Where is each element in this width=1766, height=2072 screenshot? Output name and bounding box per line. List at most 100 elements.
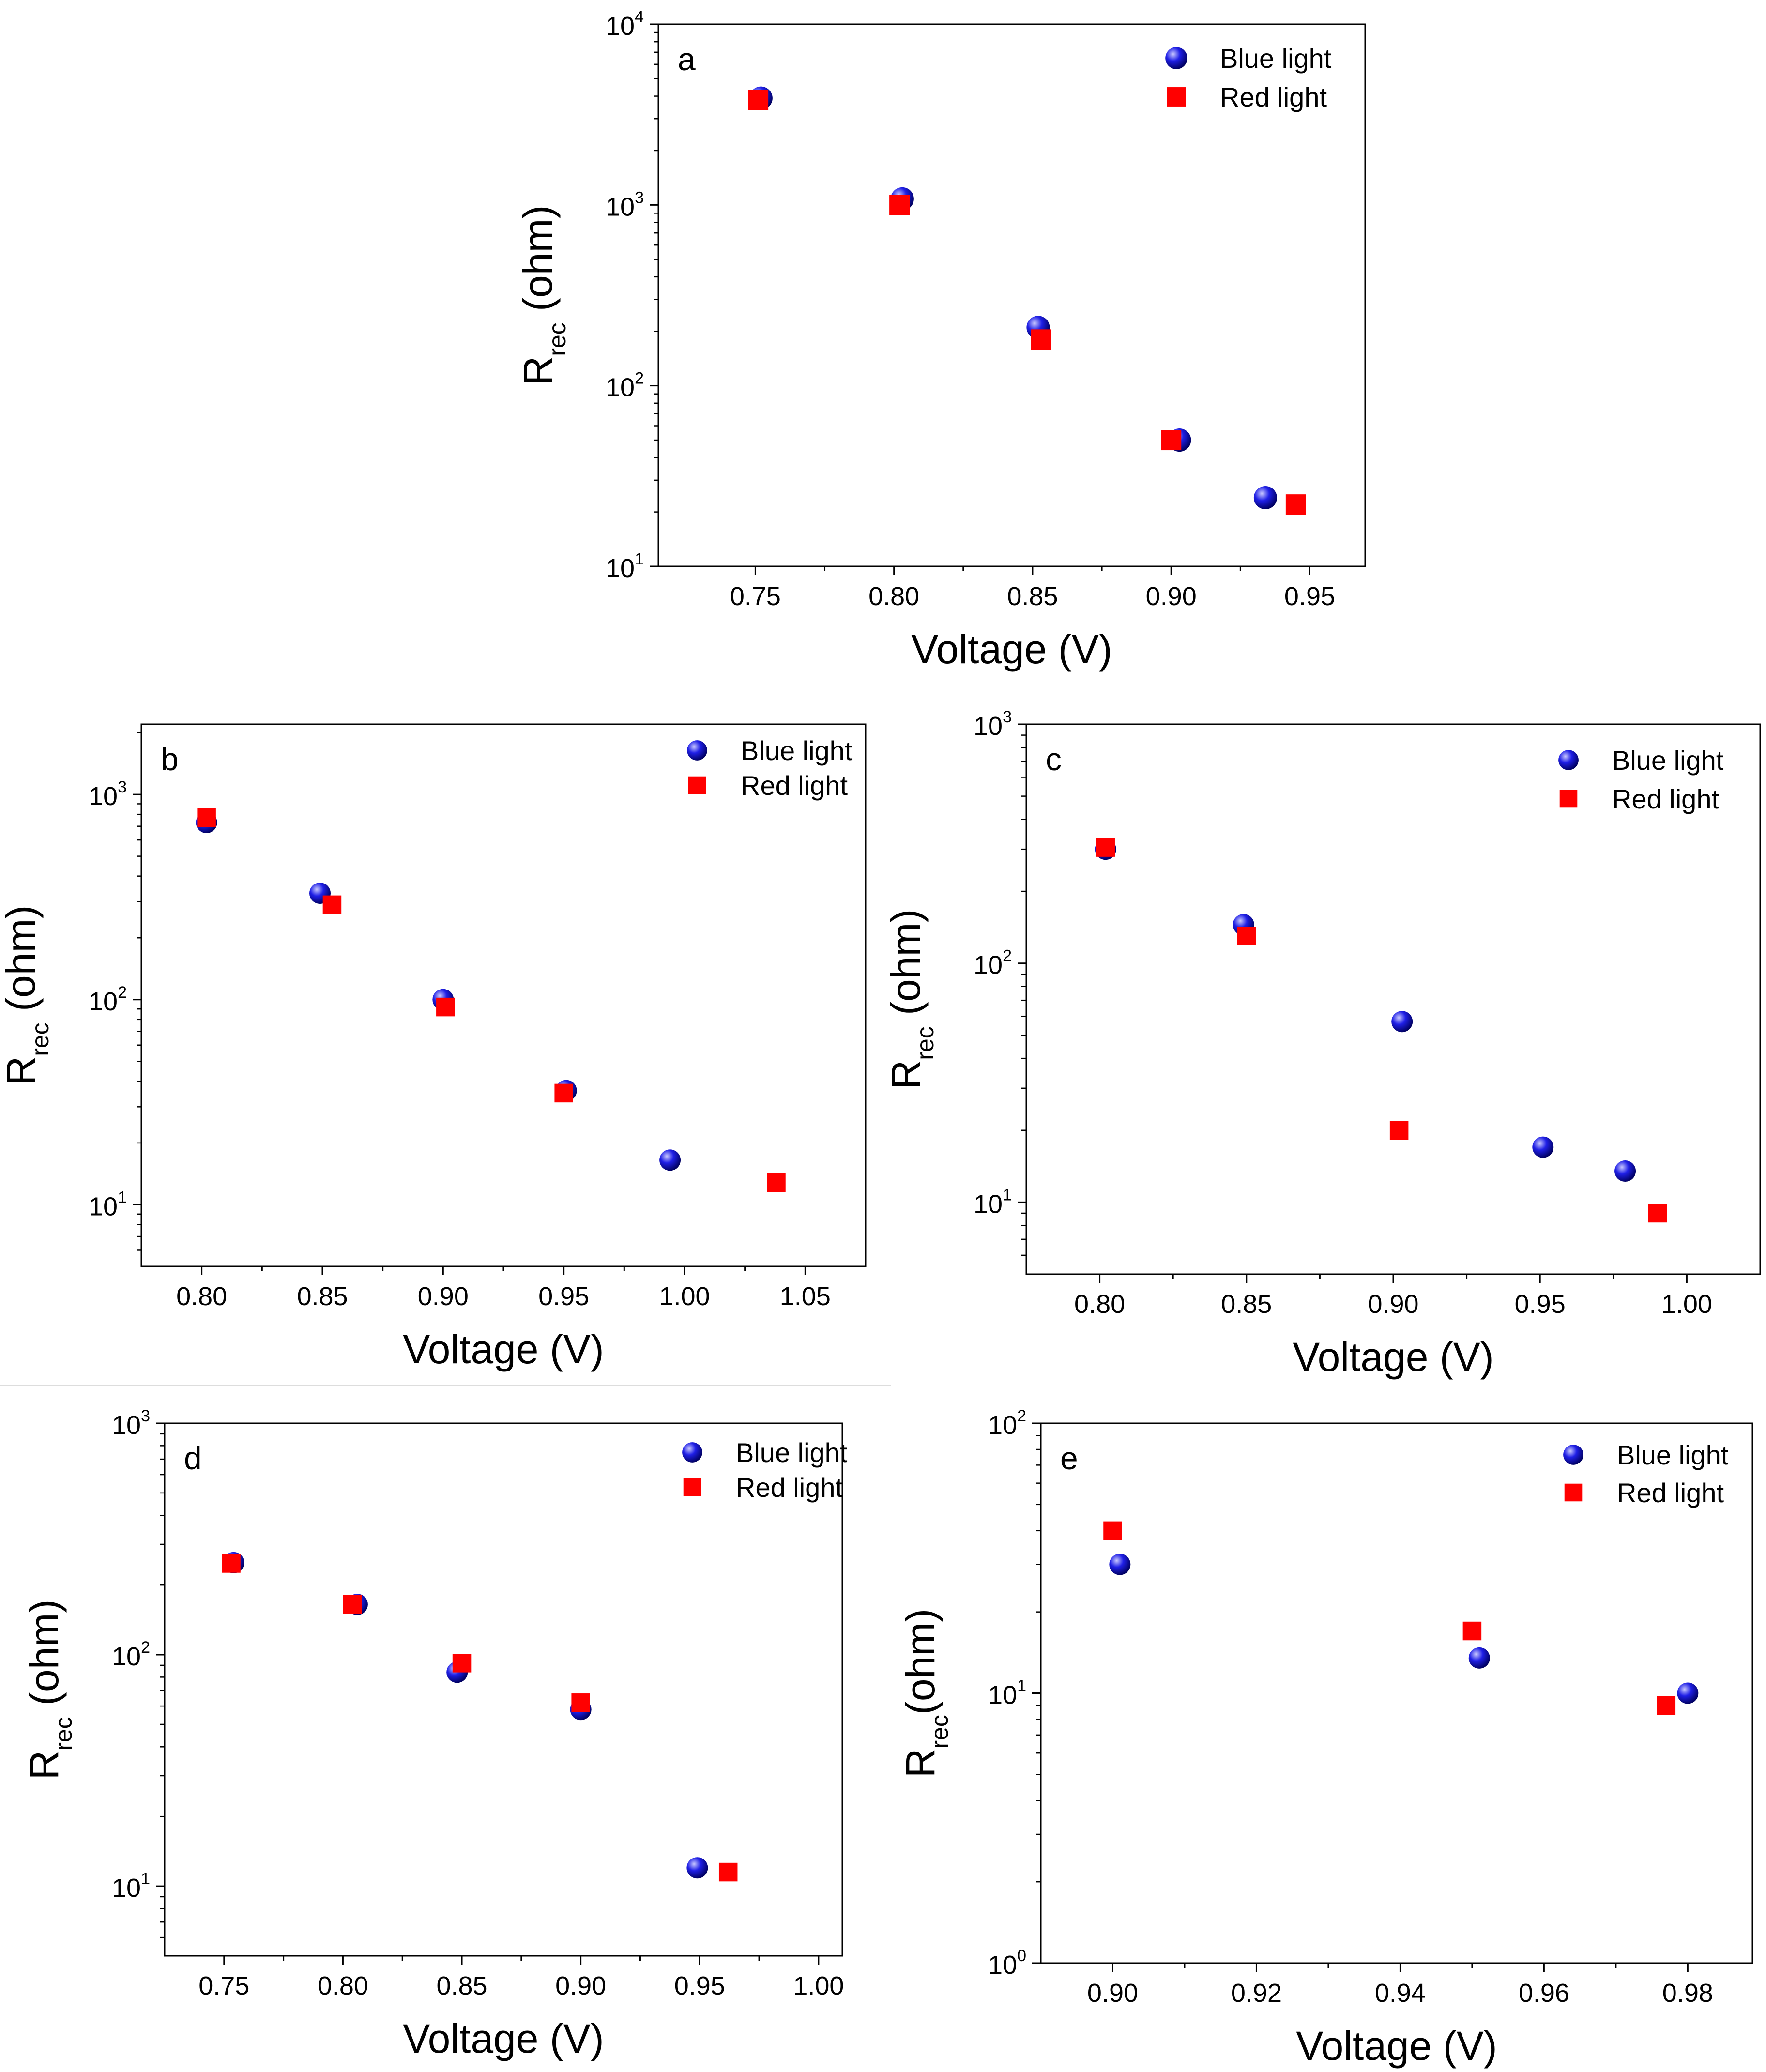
y-tick-label: 101 bbox=[988, 1677, 1026, 1710]
red-light-point bbox=[343, 1595, 362, 1614]
x-tick-label: 0.90 bbox=[1087, 1979, 1138, 2008]
red-light-point bbox=[1096, 838, 1115, 857]
x-tick-label: 0.90 bbox=[555, 1971, 606, 2000]
chart-panel-e: 0.90 0.92 0.94 0.96 0.98 100 101 102 Voltage (V)… bbox=[898, 1407, 1753, 2069]
x-tick-label: 0.90 bbox=[1368, 1290, 1418, 1319]
y-axis-title: Rrec (ohm) bbox=[21, 1600, 77, 1780]
legend-blue-marker bbox=[682, 1442, 702, 1463]
red-light-point bbox=[1389, 1121, 1409, 1140]
legend-red-marker bbox=[1559, 790, 1578, 808]
panel-label: b bbox=[161, 741, 179, 777]
panel-label: a bbox=[678, 41, 696, 77]
y-tick-label: 103 bbox=[89, 778, 127, 811]
y-axis-title: Rrec (ohm) bbox=[883, 909, 939, 1090]
red-light-point bbox=[197, 808, 216, 827]
red-light-point bbox=[571, 1693, 590, 1712]
x-axis-title: Voltage (V) bbox=[403, 2016, 604, 2061]
legend-red-label: Red light bbox=[736, 1472, 843, 1503]
chart-panel-a: 0.75 0.80 0.85 0.90 0.95 101 102 103 104 Voltage … bbox=[515, 8, 1366, 672]
red-light-point bbox=[889, 195, 910, 215]
legend: Blue light Red light bbox=[1563, 1440, 1729, 1508]
series-blue-light bbox=[1109, 1554, 1699, 1704]
series-blue-light bbox=[749, 86, 1277, 510]
blue-light-point bbox=[1109, 1554, 1131, 1575]
y-axis-title: Rrec(ohm) bbox=[898, 1609, 953, 1778]
red-light-point bbox=[767, 1173, 786, 1192]
x-axis-title: Voltage (V) bbox=[1293, 1334, 1494, 1380]
x-axis-title: Voltage (V) bbox=[1296, 2023, 1497, 2069]
legend-blue-label: Blue light bbox=[1612, 745, 1724, 776]
y-tick-label: 102 bbox=[89, 983, 127, 1016]
legend-red-label: Red light bbox=[1220, 82, 1327, 112]
legend-red-marker bbox=[683, 1478, 701, 1496]
panel-label: c bbox=[1046, 741, 1062, 777]
legend-blue-label: Blue light bbox=[741, 735, 853, 766]
y-tick-label: 103 bbox=[606, 188, 644, 221]
x-tick-label: 0.90 bbox=[1146, 582, 1197, 611]
red-light-point bbox=[554, 1083, 573, 1103]
x-tick-label: 0.80 bbox=[868, 582, 919, 611]
x-tick-label: 0.85 bbox=[1221, 1290, 1272, 1319]
x-tick-label: 0.75 bbox=[198, 1971, 249, 2000]
legend-red-marker bbox=[1167, 87, 1186, 107]
y-tick-label: 102 bbox=[988, 1407, 1026, 1440]
x-tick-label: 0.95 bbox=[538, 1282, 589, 1311]
legend-red-label: Red light bbox=[1612, 784, 1719, 814]
red-light-point bbox=[718, 1862, 738, 1882]
x-tick-label: 0.95 bbox=[674, 1971, 725, 2000]
legend-blue-marker bbox=[687, 740, 707, 761]
red-light-point bbox=[1462, 1621, 1482, 1641]
legend-blue-marker bbox=[1558, 750, 1579, 770]
x-tick-label: 0.94 bbox=[1375, 1979, 1426, 2008]
blue-light-point bbox=[1253, 486, 1277, 510]
red-light-point bbox=[1161, 430, 1182, 451]
chart-panel-d: 0.75 0.80 0.85 0.90 0.95 1.00 101 102 103 Voltage… bbox=[21, 1407, 848, 2061]
panel-label: d bbox=[184, 1440, 202, 1476]
legend-red-marker bbox=[688, 776, 706, 794]
red-light-point bbox=[436, 997, 455, 1017]
legend: Blue light Red light bbox=[1558, 745, 1724, 814]
legend-blue-label: Blue light bbox=[736, 1437, 848, 1468]
chart-panels: 0.75 0.80 0.85 0.90 0.95 101 102 103 104 Voltage … bbox=[0, 8, 1761, 2069]
x-tick-label: 0.96 bbox=[1519, 1979, 1569, 2008]
legend-red-marker bbox=[1564, 1483, 1583, 1502]
legend-red-label: Red light bbox=[741, 770, 848, 801]
red-light-point bbox=[1031, 329, 1051, 350]
red-light-point bbox=[1648, 1204, 1667, 1223]
x-tick-label: 0.92 bbox=[1231, 1979, 1282, 2008]
y-tick-label: 102 bbox=[606, 369, 644, 402]
y-axis-title: Rrec (ohm) bbox=[515, 205, 571, 386]
y-tick-label: 102 bbox=[112, 1638, 150, 1671]
y-tick-label: 103 bbox=[974, 708, 1012, 741]
x-tick-label: 0.85 bbox=[436, 1971, 487, 2000]
blue-light-point bbox=[659, 1149, 681, 1171]
series-red-light bbox=[222, 1554, 738, 1882]
legend-blue-label: Blue light bbox=[1617, 1440, 1729, 1470]
plot-frame bbox=[657, 23, 1366, 567]
y-axis-title: Rrec (ohm) bbox=[0, 905, 54, 1086]
x-tick-label: 0.80 bbox=[176, 1282, 227, 1311]
y-tick-label: 104 bbox=[606, 8, 644, 41]
blue-light-point bbox=[1468, 1647, 1490, 1669]
x-tick-label: 0.75 bbox=[730, 582, 781, 611]
red-light-point bbox=[322, 895, 342, 914]
red-light-point bbox=[1237, 927, 1256, 945]
x-tick-label: 0.80 bbox=[318, 1971, 368, 2000]
x-tick-label: 0.80 bbox=[1074, 1290, 1125, 1319]
y-tick-label: 101 bbox=[974, 1186, 1012, 1219]
series-red-light bbox=[748, 90, 1306, 515]
red-light-point bbox=[452, 1654, 472, 1673]
x-tick-label: 1.00 bbox=[659, 1282, 710, 1311]
legend-blue-label: Blue light bbox=[1220, 43, 1332, 74]
series-blue-light bbox=[223, 1552, 708, 1879]
x-tick-label: 1.00 bbox=[1661, 1290, 1712, 1319]
legend: Blue light Red light bbox=[682, 1437, 848, 1503]
x-tick-label: 0.85 bbox=[1007, 582, 1058, 611]
blue-light-point bbox=[1532, 1136, 1554, 1158]
legend: Blue light Red light bbox=[687, 735, 853, 801]
legend-blue-marker bbox=[1165, 47, 1187, 69]
x-tick-label: 0.95 bbox=[1284, 582, 1335, 611]
plot-frame bbox=[164, 1422, 843, 1957]
chart-panel-b: 0.80 0.85 0.90 0.95 1.00 1.05 101 102 103 Voltage… bbox=[0, 723, 867, 1372]
